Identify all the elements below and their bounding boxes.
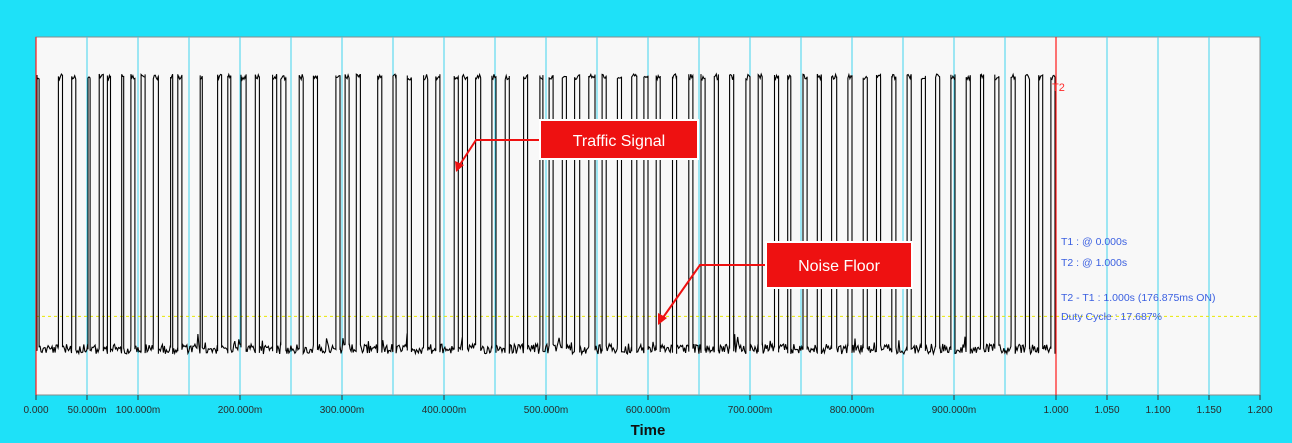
noise-floor-label: Noise Floor [798, 258, 880, 275]
readout-delta: T2 - T1 : 1.000s (176.875ms ON) [1061, 292, 1215, 304]
cursor-layer: T2 [35, 37, 1065, 395]
x-tick-label: 500.000m [524, 405, 568, 416]
noise-floor-arrow [661, 264, 766, 320]
x-tick-label: 1.000 [1043, 405, 1068, 416]
x-tick-label: 800.000m [830, 405, 874, 416]
traffic-signal-arrow [458, 139, 540, 167]
x-axis-title: Time [631, 422, 666, 439]
cursor-readout: T1 : @ 0.000s T2 : @ 1.000s T2 - T1 : 1.… [1061, 236, 1215, 323]
x-tick-label: 900.000m [932, 405, 976, 416]
annotations: Traffic Signal Noise Floor [455, 119, 913, 325]
x-tick-label: 700.000m [728, 405, 772, 416]
trace-layer [35, 72, 1057, 357]
readout-t1: T1 : @ 0.000s [1061, 236, 1127, 248]
x-tick-label: 100.000m [116, 405, 160, 416]
traffic-signal-box [539, 119, 699, 160]
noise-floor-box [765, 241, 913, 289]
x-tick-label: 1.100 [1145, 405, 1170, 416]
readout-duty-cycle: Duty Cycle : 17.687% [1061, 311, 1162, 323]
x-tick-label: 200.000m [218, 405, 262, 416]
x-tick-label: 400.000m [422, 405, 466, 416]
traffic-signal-arrowhead [455, 161, 464, 172]
cursor-t2-label: T2 [1052, 82, 1065, 94]
readout-t2: T2 : @ 1.000s [1061, 257, 1127, 269]
x-tick-labels: 0.000 50.000m 100.000m 200.000m 300.000m 400.… [23, 395, 1273, 416]
traffic-signal-label: Traffic Signal [573, 133, 665, 150]
noise-floor-arrowhead [658, 313, 667, 325]
x-tick-label: 300.000m [320, 405, 364, 416]
x-tick-label: 1.200 [1247, 405, 1272, 416]
annotation-noise-floor: Noise Floor [658, 241, 913, 325]
signal-trace [35, 72, 1057, 357]
x-tick-label: 600.000m [626, 405, 670, 416]
x-tick-label: 50.000m [68, 405, 107, 416]
x-tick-label: 1.150 [1196, 405, 1221, 416]
annotation-traffic-signal: Traffic Signal [455, 119, 699, 172]
x-tick-label: 1.050 [1094, 405, 1119, 416]
x-tick-label: 0.000 [23, 405, 48, 416]
